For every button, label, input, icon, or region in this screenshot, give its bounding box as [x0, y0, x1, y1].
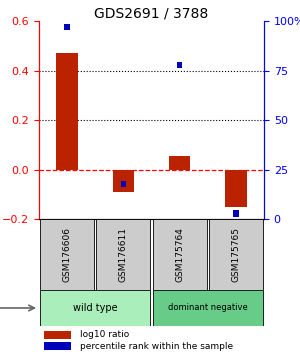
Bar — [56, 53, 78, 170]
Bar — [177, 62, 182, 68]
Bar — [233, 210, 239, 217]
Bar — [44, 331, 70, 338]
Bar — [96, 219, 150, 290]
Bar — [40, 290, 150, 326]
Text: log10 ratio: log10 ratio — [80, 330, 129, 339]
Text: GSM175764: GSM175764 — [175, 227, 184, 282]
Text: dominant negative: dominant negative — [168, 303, 248, 313]
Bar — [40, 219, 94, 290]
Text: GSM175765: GSM175765 — [231, 227, 240, 282]
Bar — [153, 219, 207, 290]
Title: GDS2691 / 3788: GDS2691 / 3788 — [94, 6, 208, 20]
Bar — [169, 156, 190, 170]
Text: GSM176611: GSM176611 — [119, 227, 128, 282]
Bar — [225, 170, 247, 207]
Bar — [209, 219, 263, 290]
Text: percentile rank within the sample: percentile rank within the sample — [80, 342, 232, 350]
Bar — [153, 290, 263, 326]
Bar — [64, 24, 70, 30]
Bar — [121, 181, 126, 187]
Text: GSM176606: GSM176606 — [63, 227, 72, 282]
Bar — [44, 342, 70, 350]
Text: wild type: wild type — [73, 303, 118, 313]
Bar — [113, 170, 134, 192]
